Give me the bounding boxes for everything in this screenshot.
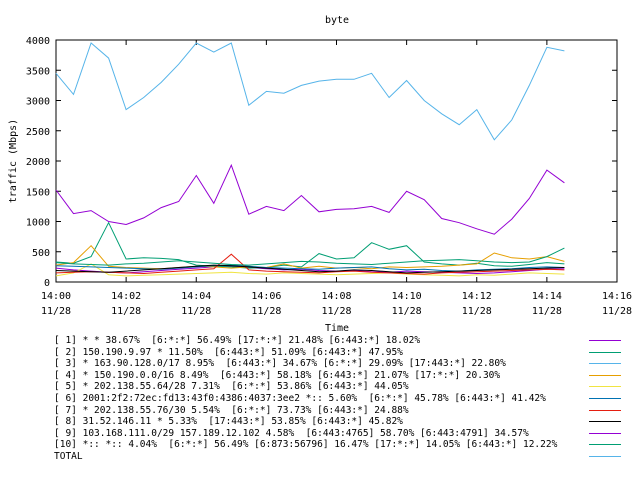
legend-label: [10] *:: *:: 4.04% [6:*:*] 56.49% [6:873…: [54, 439, 558, 451]
legend-label: [ 8] 31.52.146.11 * 5.33% [17:443:*] 53.…: [54, 416, 403, 428]
x-tick-label-date: 11/28: [321, 306, 351, 317]
x-tick-label-date: 11/28: [532, 306, 562, 317]
legend-label: [ 6] 2001:2f2:72ec:fd13:43f0:4386:4037:3…: [54, 392, 546, 404]
legend-label: TOTAL: [54, 450, 83, 462]
axes-layer: 0 500 1000 1500 2000 2500 3000 3500 4000 14:00 11/…: [26, 36, 632, 317]
legend-label: [ 9] 103.168.111.0/29 157.189.12.102 4.5…: [54, 427, 529, 439]
series-line-8: [55, 264, 565, 274]
series-line-5: [55, 263, 565, 277]
series-line-1: [55, 265, 565, 275]
series-line-2: [55, 221, 565, 269]
y-tick-label: 2500: [26, 127, 50, 138]
legend-swatch: [589, 409, 621, 411]
y-tick-label: 1000: [26, 218, 50, 229]
legend-row: [ 4] * 150.190.0.0/16 8.49% [6:443:*] 58…: [54, 370, 634, 382]
legend-row: [ 7] * 202.138.55.76/30 5.54% [6:*:*] 73…: [54, 405, 634, 417]
legend-label: [ 2] 150.190.9.97 * 11.50% [6:443:*] 51.…: [54, 346, 403, 358]
y-tick-label: 0: [44, 278, 50, 289]
legend-swatch: [589, 421, 621, 423]
legend: [ 1] * * 38.67% [6:*:*] 56.49% [17:*:*] …: [54, 335, 634, 463]
y-tick-label: 3500: [26, 66, 50, 77]
legend-row: [10] *:: *:: 4.04% [6:*:*] 56.49% [6:873…: [54, 439, 634, 451]
legend-row: [ 8] 31.52.146.11 * 5.33% [17:443:*] 53.…: [54, 416, 634, 428]
legend-label: [ 5] * 202.138.55.64/28 7.31% [6:*:*] 53…: [54, 381, 409, 393]
legend-label: [ 4] * 150.190.0.0/16 8.49% [6:443:*] 58…: [54, 369, 501, 381]
legend-row: [ 6] 2001:2f2:72ec:fd13:43f0:4386:4037:3…: [54, 393, 634, 405]
series-line-4: [55, 244, 565, 270]
x-tick-label-date: 11/28: [181, 306, 211, 317]
x-tick-label-time: 14:06: [251, 291, 281, 302]
legend-swatch: [589, 351, 621, 353]
x-axis-label: Time: [325, 323, 349, 334]
legend-row: [ 5] * 202.138.55.64/28 7.31% [6:*:*] 53…: [54, 381, 634, 393]
legend-swatch: [589, 432, 621, 434]
series-line-10: [55, 247, 565, 266]
legend-swatch: [589, 397, 621, 399]
x-tick-label-time: 14:04: [181, 291, 211, 302]
legend-label: [ 1] * * 38.67% [6:*:*] 56.49% [17:*:*] …: [54, 335, 421, 346]
x-tick-label-date: 11/28: [392, 306, 422, 317]
legend-swatch: [589, 444, 621, 446]
legend-row: [ 3] * 163.90.128.0/17 8.95% [6:443:*] 3…: [54, 358, 634, 370]
legend-label: [ 7] * 202.138.55.76/30 5.54% [6:*:*] 73…: [54, 404, 409, 416]
x-tick-label-time: 14:02: [111, 291, 141, 302]
y-tick-label: 2000: [26, 157, 50, 168]
legend-label: [ 3] * 163.90.128.0/17 8.95% [6:443:*] 3…: [54, 358, 506, 370]
legend-row: TOTAL: [54, 451, 634, 463]
series-line-3: [55, 42, 565, 141]
x-tick-label-date: 11/28: [111, 306, 141, 317]
legend-row: [ 9] 103.168.111.0/29 157.189.12.102 4.5…: [54, 428, 634, 440]
series-line-6: [55, 264, 565, 272]
series-line-7: [55, 253, 565, 275]
plot-frame: [55, 39, 618, 283]
y-tick-label: 4000: [26, 36, 50, 47]
x-tick-label-time: 14:08: [321, 291, 351, 302]
series-layer: [55, 42, 565, 277]
legend-row: [ 1] * * 38.67% [6:*:*] 56.49% [17:*:*] …: [54, 335, 634, 347]
chart-title: byte: [325, 15, 349, 26]
x-tick-label-time: 14:14: [532, 291, 562, 302]
series-line-9: [55, 163, 565, 235]
legend-swatch: [589, 340, 621, 341]
legend-row: [ 2] 150.190.9.97 * 11.50% [6:443:*] 51.…: [54, 347, 634, 359]
y-tick-label: 3000: [26, 97, 50, 108]
x-tick-label-date: 11/28: [41, 306, 71, 317]
x-tick-label-date: 11/28: [251, 306, 281, 317]
x-tick-label-date: 11/28: [462, 306, 492, 317]
x-tick-label-time: 14:00: [41, 291, 71, 302]
legend-swatch: [589, 363, 621, 365]
y-tick-label: 1500: [26, 187, 50, 198]
x-tick-label-time: 14:16: [602, 291, 632, 302]
x-tick-label-time: 14:10: [392, 291, 422, 302]
x-tick-label-date: 11/28: [602, 306, 632, 317]
legend-swatch: [589, 455, 621, 457]
y-axis-label: traffic (Mbps): [8, 119, 19, 203]
legend-swatch: [589, 386, 621, 388]
legend-swatch: [589, 374, 621, 376]
x-tick-label-time: 14:12: [462, 291, 492, 302]
y-tick-label: 500: [32, 248, 50, 259]
